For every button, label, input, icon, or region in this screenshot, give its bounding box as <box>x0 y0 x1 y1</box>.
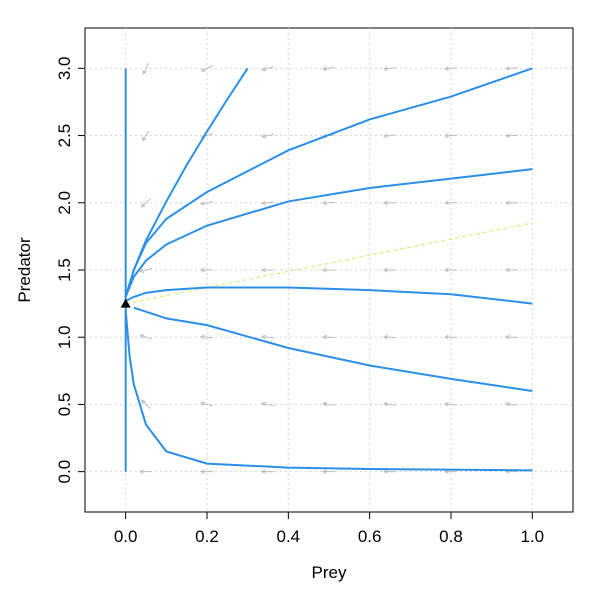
field-arrow <box>443 334 458 340</box>
field-arrow <box>443 267 458 273</box>
field-arrow <box>382 469 396 475</box>
y-tick-label: 2.5 <box>55 124 74 148</box>
field-arrow <box>382 334 397 340</box>
field-arrow <box>140 399 151 409</box>
field-arrow <box>504 66 519 71</box>
field-arrow <box>382 267 397 273</box>
field-arrow <box>504 200 519 206</box>
field-arrow <box>504 401 519 407</box>
y-tick-label: 0.5 <box>55 393 74 417</box>
field-arrow <box>321 200 336 206</box>
x-axis-label: Prey <box>312 563 347 582</box>
field-arrow <box>140 198 151 208</box>
y-tick-label: 2.0 <box>55 191 74 215</box>
x-tick-label: 0.6 <box>358 527 382 546</box>
trajectory <box>133 306 533 392</box>
field-arrow <box>199 267 214 273</box>
field-arrow <box>139 267 152 273</box>
field-arrow <box>142 62 149 75</box>
field-arrow <box>383 66 397 72</box>
field-arrow <box>260 200 275 206</box>
y-tick-label: 0.0 <box>55 460 74 484</box>
field-arrow <box>321 267 336 273</box>
trajectory <box>124 67 533 298</box>
field-arrow <box>199 469 213 475</box>
field-arrow <box>382 401 397 407</box>
field-arrow <box>322 401 336 407</box>
trajectory <box>125 286 533 305</box>
field-arrow <box>200 200 213 206</box>
field-arrow <box>261 133 274 139</box>
x-tick-label: 1.0 <box>521 527 545 546</box>
field-arrow <box>382 133 397 139</box>
field-arrow <box>443 401 458 407</box>
field-arrow <box>260 469 274 475</box>
trajectory <box>124 310 533 472</box>
field-arrow <box>260 334 275 340</box>
field-arrow <box>443 200 458 206</box>
field-arrow <box>504 334 519 340</box>
y-axis-label: Predator <box>15 237 34 303</box>
y-tick-label: 1.0 <box>55 325 74 349</box>
field-arrow <box>200 65 213 72</box>
x-tick-label: 0.2 <box>195 527 219 546</box>
x-tick-label: 0.4 <box>277 527 301 546</box>
field-arrow <box>261 401 274 407</box>
x-tick-label: 0.8 <box>439 527 463 546</box>
field-arrow <box>200 334 214 340</box>
field-arrow <box>382 200 397 206</box>
field-arrow <box>504 133 519 139</box>
field-arrow <box>443 66 458 71</box>
field-arrow <box>321 469 335 475</box>
field-arrow <box>200 401 213 407</box>
nullcline <box>125 222 533 305</box>
field-arrow <box>504 267 519 273</box>
x-tick-label: 0.0 <box>114 527 138 546</box>
field-arrow <box>261 66 274 72</box>
field-arrow <box>138 469 152 475</box>
field-arrow <box>321 334 336 340</box>
field-arrow <box>260 267 275 273</box>
y-tick-label: 1.5 <box>55 258 74 282</box>
field-arrow <box>139 334 152 340</box>
equilibrium-point <box>120 298 131 308</box>
field-arrow <box>322 66 335 72</box>
trajectory <box>124 168 533 298</box>
field-arrow <box>142 130 150 142</box>
field-arrow <box>443 133 458 139</box>
y-tick-label: 3.0 <box>55 57 74 81</box>
